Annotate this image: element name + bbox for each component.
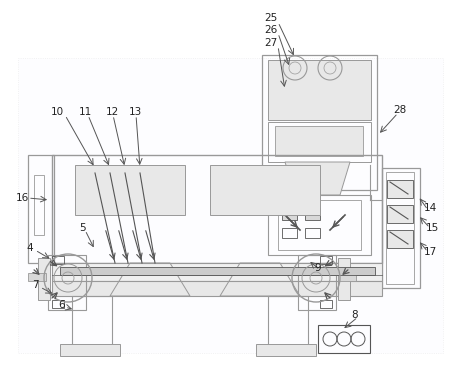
Text: 14: 14	[423, 203, 437, 213]
Bar	[278, 200, 361, 250]
Bar	[256, 344, 316, 356]
Bar	[298, 255, 336, 310]
Bar	[72, 296, 112, 348]
Text: 13: 13	[128, 107, 142, 117]
Text: 5: 5	[79, 223, 85, 233]
Text: 7: 7	[32, 280, 38, 290]
Bar	[28, 273, 46, 281]
Bar	[38, 258, 50, 300]
Text: 15: 15	[426, 223, 438, 233]
Bar	[75, 165, 185, 215]
Bar	[52, 155, 382, 263]
Bar	[18, 58, 443, 353]
Bar	[282, 228, 297, 238]
Bar	[320, 256, 332, 264]
Bar	[52, 281, 382, 296]
Bar	[320, 300, 332, 308]
Bar	[60, 267, 375, 275]
Bar	[282, 208, 297, 220]
Bar	[52, 300, 64, 308]
Bar	[268, 122, 371, 162]
Bar	[34, 175, 44, 235]
Text: 9: 9	[315, 263, 321, 273]
Bar	[338, 258, 350, 300]
Bar	[268, 296, 308, 348]
Text: 10: 10	[50, 107, 64, 117]
Polygon shape	[285, 162, 350, 195]
Bar	[387, 230, 413, 248]
Bar	[262, 55, 377, 190]
Bar	[318, 325, 370, 353]
Text: 4: 4	[27, 243, 33, 253]
Text: 25: 25	[264, 13, 278, 23]
Text: 26: 26	[264, 25, 278, 35]
Bar	[305, 208, 320, 220]
Text: 6: 6	[59, 300, 65, 310]
Bar	[338, 273, 356, 281]
Text: 27: 27	[264, 38, 278, 48]
Bar	[48, 255, 86, 310]
Bar	[52, 263, 382, 281]
Bar	[382, 168, 420, 288]
Bar	[386, 172, 414, 284]
Bar	[305, 228, 320, 238]
Bar	[268, 60, 371, 120]
Bar	[387, 205, 413, 223]
Bar	[52, 256, 64, 264]
Bar	[210, 165, 320, 215]
Bar	[275, 126, 363, 156]
Text: 8: 8	[352, 310, 359, 320]
Bar	[387, 180, 413, 198]
Bar	[60, 344, 120, 356]
Bar	[268, 195, 371, 255]
Text: 12: 12	[105, 107, 119, 117]
Bar	[28, 155, 54, 263]
Text: 17: 17	[423, 247, 437, 257]
Text: 11: 11	[79, 107, 91, 117]
Text: 16: 16	[15, 193, 29, 203]
Text: 28: 28	[393, 105, 407, 115]
